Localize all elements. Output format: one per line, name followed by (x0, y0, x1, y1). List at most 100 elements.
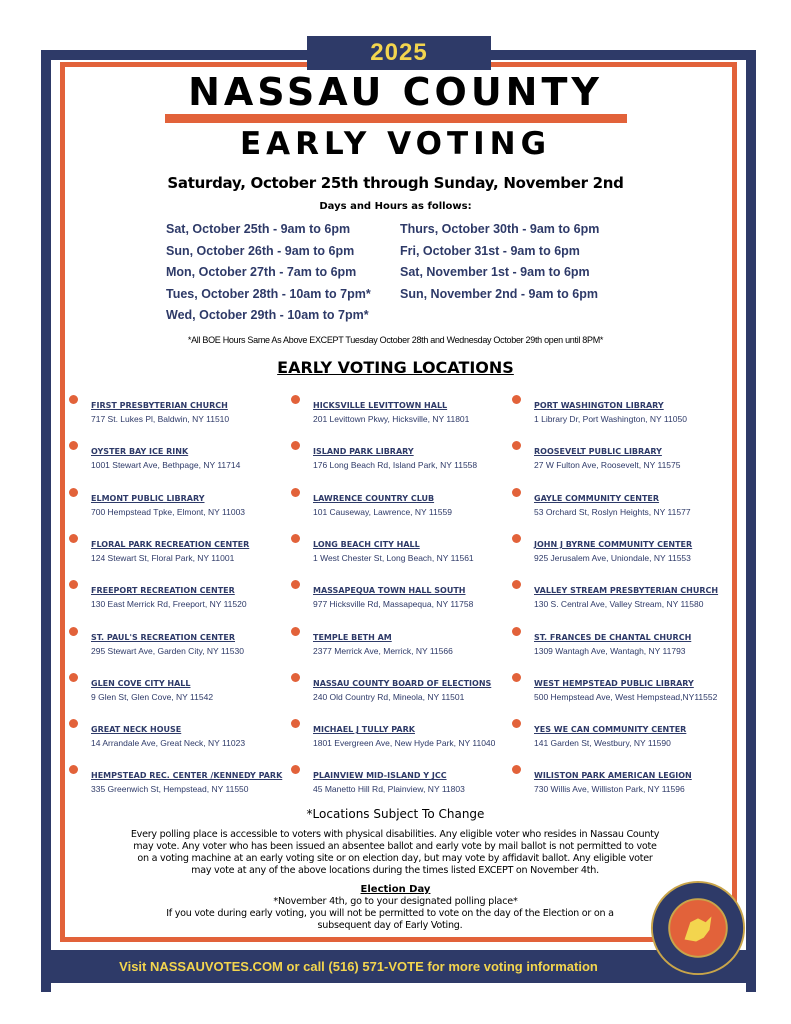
location-name: YES WE CAN COMMUNITY CENTER (534, 725, 687, 735)
location-address: 1 West Chester St, Long Beach, NY 11561 (313, 552, 474, 563)
bullet-icon (69, 395, 78, 404)
board-of-elections-seal-icon (650, 880, 746, 976)
location-name: FIRST PRESBYTERIAN CHURCH (91, 401, 228, 410)
location-name: ISLAND PARK LIBRARY (313, 447, 414, 457)
hours-item: Sat, October 25th - 9am to 6pm (166, 222, 351, 236)
hours-item: Sun, November 2nd - 9am to 6pm (400, 286, 598, 301)
location-name: OYSTER BAY ICE RINK (91, 447, 189, 457)
bullet-icon (512, 765, 521, 775)
locations-heading: EARLY VOTING LOCATIONS (277, 358, 514, 377)
location-name: ST. FRANCES DE CHANTAL CHURCH (534, 632, 692, 642)
location-name: WILISTON PARK AMERICAN LEGION (534, 771, 692, 781)
location-name: FREEPORT RECREATION CENTER (91, 586, 235, 596)
bullet-icon (512, 672, 521, 682)
bullet-icon (291, 626, 300, 636)
location-address: 27 W Fulton Ave, Roosevelt, NY 11575 (534, 460, 681, 471)
location-address: 295 Stewart Ave, Garden City, NY 11530 (91, 645, 244, 656)
location-name: MICHAEL J TULLY PARK (313, 725, 415, 735)
bullet-icon (291, 719, 300, 729)
bullet-icon (69, 765, 78, 775)
bullet-icon (69, 441, 78, 451)
location-address: 1309 Wantagh Ave, Wantagh, NY 11793 (534, 645, 686, 656)
bullet-icon (512, 533, 521, 543)
location-address: 130 S. Central Ave, Valley Stream, NY 11… (534, 599, 704, 610)
bullet-icon (291, 580, 300, 590)
location-address: 2377 Merrick Ave, Merrick, NY 11566 (313, 645, 453, 656)
hours-item: Sat, November 1st - 9am to 6pm (400, 265, 590, 279)
bullet-icon (69, 719, 78, 729)
bullet-icon (291, 765, 300, 775)
page-subtitle: EARLY VOTING (239, 126, 552, 162)
location-name: LAWRENCE COUNTRY CLUB (313, 493, 435, 503)
bullet-icon (512, 395, 521, 404)
bullet-icon (69, 580, 78, 590)
location-name: JOHN J BYRNE COMMUNITY CENTER (534, 539, 693, 549)
page-title: NASSAU COUNTY (188, 70, 603, 114)
location-address: 130 East Merrick Rd, Freeport, NY 11520 (91, 599, 247, 610)
location-address: 9 Glen St, Glen Cove, NY 11542 (91, 691, 214, 702)
hours-note: *All BOE Hours Same As Above EXCEPT Tues… (187, 335, 604, 345)
bullet-icon (69, 672, 78, 682)
location-address: 500 Hempstead Ave, West Hempstead,NY1155… (534, 691, 718, 702)
location-address: 141 Garden St, Westbury, NY 11590 (534, 738, 671, 749)
bullet-icon (291, 672, 300, 682)
hours-item: Tues, October 28th - 10am to 7pm* (166, 286, 371, 301)
hours-item: Wed, October 29th - 10am to 7pm* (166, 308, 369, 322)
location-name: NASSAU COUNTY BOARD OF ELECTIONS (313, 678, 492, 688)
hours-item: Thurs, October 30th - 9am to 6pm (400, 222, 600, 236)
election-day-line1: *November 4th, go to your designated pol… (273, 896, 518, 907)
location-name: LONG BEACH CITY HALL (313, 539, 420, 549)
bullet-icon (69, 533, 78, 543)
bullet-icon (512, 487, 521, 497)
location-address: 1001 Stewart Ave, Bethpage, NY 11714 (91, 460, 241, 471)
location-name: ROOSEVELT PUBLIC LIBRARY (534, 447, 662, 457)
bullet-icon (69, 626, 78, 636)
location-address: 335 Greenwich St, Hempstead, NY 11550 (91, 784, 249, 795)
accessibility-text: Every polling place is accessible to vot… (130, 829, 660, 876)
location-address: 1801 Evergreen Ave, New Hyde Park, NY 11… (313, 738, 496, 749)
location-name: PORT WASHINGTON LIBRARY (534, 401, 664, 410)
bullet-icon (291, 441, 300, 451)
location-name: WEST HEMPSTEAD PUBLIC LIBRARY (534, 678, 694, 688)
bullet-icon (291, 487, 300, 497)
year-badge: 2025 (307, 36, 491, 70)
location-name: TEMPLE BETH AM (313, 632, 392, 642)
hours-item: Fri, October 31st - 9am to 6pm (400, 243, 580, 258)
location-name: GAYLE COMMUNITY CENTER (534, 493, 660, 503)
bullet-icon (512, 441, 521, 451)
bullet-icon (512, 626, 521, 636)
location-name: HICKSVILLE LEVITTOWN HALL (313, 401, 448, 410)
hours-item: Mon, October 27th - 7am to 6pm (166, 265, 357, 279)
location-name: ELMONT PUBLIC LIBRARY (91, 493, 205, 503)
bullet-icon (69, 487, 78, 497)
location-address: 977 Hicksville Rd, Massapequa, NY 11758 (313, 599, 474, 610)
location-address: 53 Orchard St, Roslyn Heights, NY 11577 (534, 506, 691, 517)
bullet-icon (512, 580, 521, 590)
location-address: 14 Arrandale Ave, Great Neck, NY 11023 (91, 738, 246, 749)
location-address: 1 Library Dr, Port Washington, NY 11050 (534, 414, 687, 424)
location-address: 176 Long Beach Rd, Island Park, NY 11558 (313, 460, 478, 471)
location-name: FLORAL PARK RECREATION CENTER (91, 539, 250, 549)
location-name: PLAINVIEW MID-ISLAND Y JCC (313, 771, 447, 781)
footer-bar: Visit NASSAUVOTES.COM or call (516) 571-… (41, 950, 756, 983)
location-address: 45 Manetto Hill Rd, Plainview, NY 11803 (313, 784, 465, 795)
location-address: 700 Hempstead Tpke, Elmont, NY 11003 (91, 506, 246, 517)
date-range: Saturday, October 25th through Sunday, N… (167, 174, 624, 192)
bullet-icon (512, 719, 521, 729)
location-address: 717 St. Lukes Pl, Baldwin, NY 11510 (91, 414, 230, 424)
bullet-icon (291, 533, 300, 543)
location-name: GLEN COVE CITY HALL (91, 678, 191, 688)
location-name: ST. PAUL'S RECREATION CENTER (91, 632, 236, 642)
title-divider (165, 114, 627, 123)
hours-item: Sun, October 26th - 9am to 6pm (166, 243, 355, 258)
location-address: 925 Jerusalem Ave, Uniondale, NY 11553 (534, 552, 691, 563)
election-day-line2: If you vote during early voting, you wil… (166, 908, 614, 931)
location-address: 730 Willis Ave, Williston Park, NY 11596 (534, 784, 685, 795)
location-address: 201 Levittown Pkwy, Hicksville, NY 11801 (313, 414, 470, 424)
footer-text: Visit NASSAUVOTES.COM or call (516) 571-… (119, 959, 598, 974)
location-name: MASSAPEQUA TOWN HALL SOUTH (313, 586, 466, 596)
election-day-heading: Election Day (360, 884, 431, 895)
location-address: 124 Stewart St, Floral Park, NY 11001 (91, 552, 235, 563)
locations-subject-to-change: *Locations Subject To Change (306, 807, 485, 821)
location-address: 240 Old Country Rd, Mineola, NY 11501 (313, 691, 465, 702)
